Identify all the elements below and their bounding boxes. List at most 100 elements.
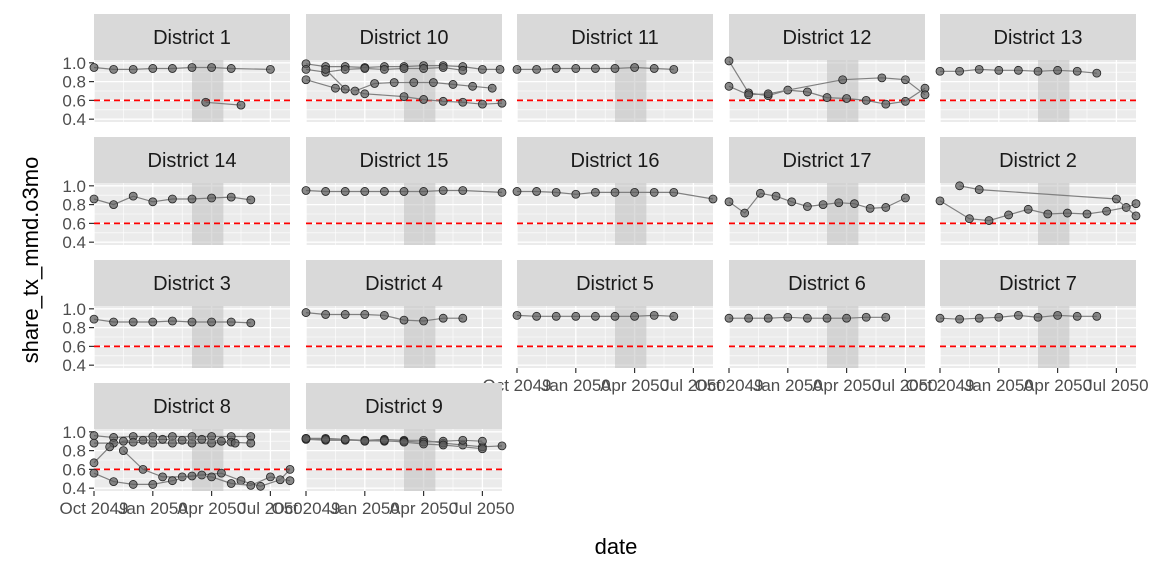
data-point [201, 97, 211, 107]
data-point [128, 437, 138, 447]
data-point [740, 208, 750, 218]
data-point [216, 468, 226, 478]
data-point [630, 311, 639, 321]
data-point [861, 312, 871, 322]
data-point [389, 78, 399, 87]
data-point [438, 63, 448, 72]
data-point [197, 434, 207, 444]
x-axis-title: date [595, 534, 638, 559]
data-point [207, 438, 217, 448]
panel: District 12 [724, 14, 930, 122]
data-point [246, 480, 256, 490]
x-tick-label: Apr 2050 [389, 499, 458, 518]
data-point [399, 437, 409, 447]
data-point [207, 63, 217, 72]
panel-strip [729, 260, 925, 306]
data-point [438, 96, 448, 106]
y-tick-label: 0.4 [62, 479, 86, 498]
data-point [167, 316, 177, 326]
data-point [360, 64, 370, 73]
x-tick-label: Oct 2049 [60, 499, 129, 518]
data-point [669, 187, 679, 197]
x-tick-label: Jul 2050 [450, 499, 514, 518]
data-point [340, 64, 350, 74]
data-point [487, 83, 497, 93]
data-point [340, 84, 350, 94]
data-point [105, 442, 115, 452]
data-point [1092, 311, 1102, 321]
data-point [763, 313, 773, 323]
y-axis-title: share_tx_mmd.o3mo [18, 157, 43, 364]
shaded-band [827, 306, 859, 368]
data-point [994, 312, 1004, 322]
data-point [818, 200, 828, 210]
panel-strip [94, 137, 290, 183]
data-point [226, 317, 236, 327]
panel: District 16 [512, 137, 718, 245]
data-point [822, 93, 832, 102]
data-point [458, 65, 468, 75]
data-point [419, 64, 429, 73]
x-tick-label: Jul 2050 [873, 376, 937, 395]
data-point [649, 64, 659, 73]
series-line [517, 190, 714, 200]
y-tick-label: 0.4 [62, 356, 86, 375]
data-point [428, 78, 438, 87]
panel: District 17 [724, 137, 925, 245]
data-point [379, 310, 389, 320]
data-point [128, 480, 138, 489]
data-point [226, 479, 236, 488]
panel-strip [306, 14, 502, 60]
data-point [974, 64, 984, 74]
data-point [89, 314, 99, 324]
data-point [246, 438, 256, 448]
series-line [205, 101, 242, 106]
data-point [1063, 208, 1072, 218]
data-point [207, 193, 217, 203]
data-point [197, 470, 207, 480]
data-point [379, 435, 389, 445]
panel: District 13 [935, 14, 1136, 122]
y-tick-label: 1.0 [62, 423, 86, 442]
x-tick-label: Apr 2050 [600, 376, 669, 395]
data-point [409, 78, 419, 87]
data-point [236, 476, 246, 486]
data-point [477, 99, 487, 109]
data-point [340, 434, 350, 444]
data-point [755, 188, 765, 198]
data-point [591, 187, 600, 197]
data-point [551, 311, 561, 321]
panel-strip [940, 260, 1136, 306]
data-point [438, 186, 448, 195]
data-point [109, 317, 118, 327]
data-point [1131, 199, 1141, 209]
y-tick-label: 0.4 [62, 110, 86, 129]
data-point [708, 194, 718, 204]
panel-strip [517, 14, 713, 60]
data-point [974, 185, 984, 194]
panel-strip [729, 137, 925, 183]
y-tick-label: 1.0 [62, 54, 86, 73]
shaded-band [615, 60, 647, 122]
data-point [158, 434, 168, 444]
data-point [512, 310, 522, 320]
y-tick-label: 1.0 [62, 300, 86, 319]
data-point [360, 187, 370, 196]
data-point [901, 75, 910, 85]
data-point [379, 187, 389, 196]
data-point [89, 438, 99, 448]
data-point [119, 446, 128, 456]
data-point [379, 64, 389, 74]
data-point [187, 471, 197, 481]
data-point [399, 92, 409, 102]
data-point [148, 480, 158, 489]
panel-title: District 15 [360, 150, 449, 172]
data-point [128, 64, 138, 74]
data-point [842, 313, 851, 323]
data-point [877, 73, 887, 83]
data-point [109, 64, 118, 74]
data-point [89, 468, 99, 478]
data-point [236, 100, 246, 110]
data-point [955, 181, 964, 191]
